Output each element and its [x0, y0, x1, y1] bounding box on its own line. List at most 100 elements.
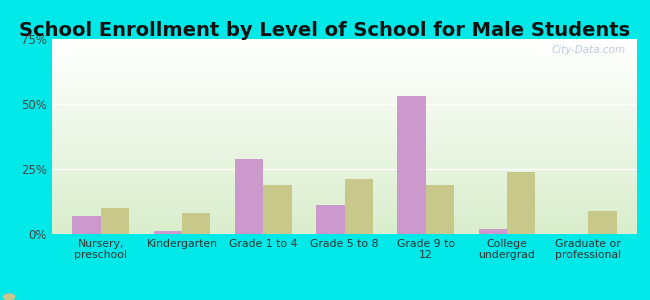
Bar [52, 134, 637, 136]
Bar [52, 158, 637, 159]
Bar [52, 167, 637, 168]
Bar [52, 93, 637, 94]
Bar [52, 165, 637, 166]
Bar [52, 97, 637, 98]
Bar [52, 132, 637, 133]
Bar [52, 146, 637, 147]
Bar [52, 85, 637, 86]
Bar [52, 195, 637, 196]
Bar [52, 173, 637, 175]
Bar [52, 164, 637, 165]
Bar [52, 161, 637, 162]
Bar [52, 223, 637, 224]
Bar [52, 151, 637, 152]
Bar [52, 86, 637, 87]
Bar [52, 171, 637, 172]
Bar [52, 183, 637, 184]
Bar [52, 121, 637, 122]
Bar [52, 109, 637, 110]
Bar [52, 176, 637, 177]
Bar [52, 83, 637, 84]
Bar [344, 179, 373, 234]
Bar [52, 202, 637, 203]
Bar [52, 60, 637, 62]
Bar [52, 214, 637, 215]
Bar [52, 170, 637, 171]
Bar [52, 41, 637, 42]
Bar [52, 62, 637, 63]
Bar [52, 175, 637, 176]
Bar [52, 44, 637, 45]
Bar [52, 194, 637, 195]
Bar [52, 166, 637, 167]
Bar [52, 103, 637, 104]
Bar [52, 187, 637, 188]
Bar [52, 152, 637, 153]
Bar [52, 108, 637, 109]
Bar [52, 153, 637, 154]
Bar [52, 73, 637, 74]
Bar [52, 76, 637, 77]
Bar [52, 217, 637, 218]
Bar [316, 206, 344, 234]
Bar [52, 198, 637, 199]
Bar [52, 211, 637, 212]
Bar [52, 107, 637, 108]
Bar [101, 208, 129, 234]
Bar [52, 191, 637, 192]
Bar [52, 215, 637, 217]
Text: City-Data.com: City-Data.com [551, 45, 625, 55]
Bar [52, 104, 637, 105]
Bar [52, 233, 637, 234]
Bar [52, 156, 637, 157]
Bar [52, 210, 637, 211]
Bar [478, 229, 507, 234]
Bar [182, 213, 211, 234]
Bar [52, 110, 637, 111]
Bar [52, 181, 637, 182]
Bar [52, 206, 637, 207]
Bar [52, 232, 637, 233]
Bar [52, 139, 637, 140]
Bar [52, 179, 637, 180]
Bar [52, 143, 637, 144]
Bar [52, 82, 637, 83]
Bar [52, 204, 637, 205]
Bar [507, 172, 536, 234]
Bar [52, 122, 637, 123]
Bar [52, 136, 637, 137]
Bar [52, 192, 637, 193]
Bar [52, 224, 637, 225]
Bar [52, 119, 637, 120]
Bar [52, 207, 637, 208]
Bar [52, 155, 637, 156]
Bar [52, 163, 637, 164]
Bar [52, 205, 637, 206]
Bar [52, 55, 637, 56]
Bar [52, 230, 637, 231]
Bar [263, 184, 292, 234]
Bar [52, 142, 637, 143]
Bar [52, 203, 637, 204]
Bar [52, 89, 637, 90]
Bar [52, 63, 637, 64]
Bar [52, 56, 637, 58]
Bar [52, 78, 637, 79]
Bar [52, 94, 637, 95]
Bar [52, 48, 637, 49]
Bar [52, 46, 637, 47]
Bar [52, 231, 637, 232]
Bar [52, 219, 637, 220]
Bar [52, 51, 637, 52]
Bar [52, 127, 637, 128]
Bar [52, 149, 637, 150]
Bar [52, 77, 637, 78]
Bar [52, 87, 637, 88]
Bar [52, 70, 637, 71]
Bar [52, 75, 637, 76]
Bar [52, 182, 637, 183]
Bar [52, 99, 637, 101]
Bar [588, 211, 617, 234]
Bar [52, 52, 637, 53]
Bar [52, 66, 637, 67]
